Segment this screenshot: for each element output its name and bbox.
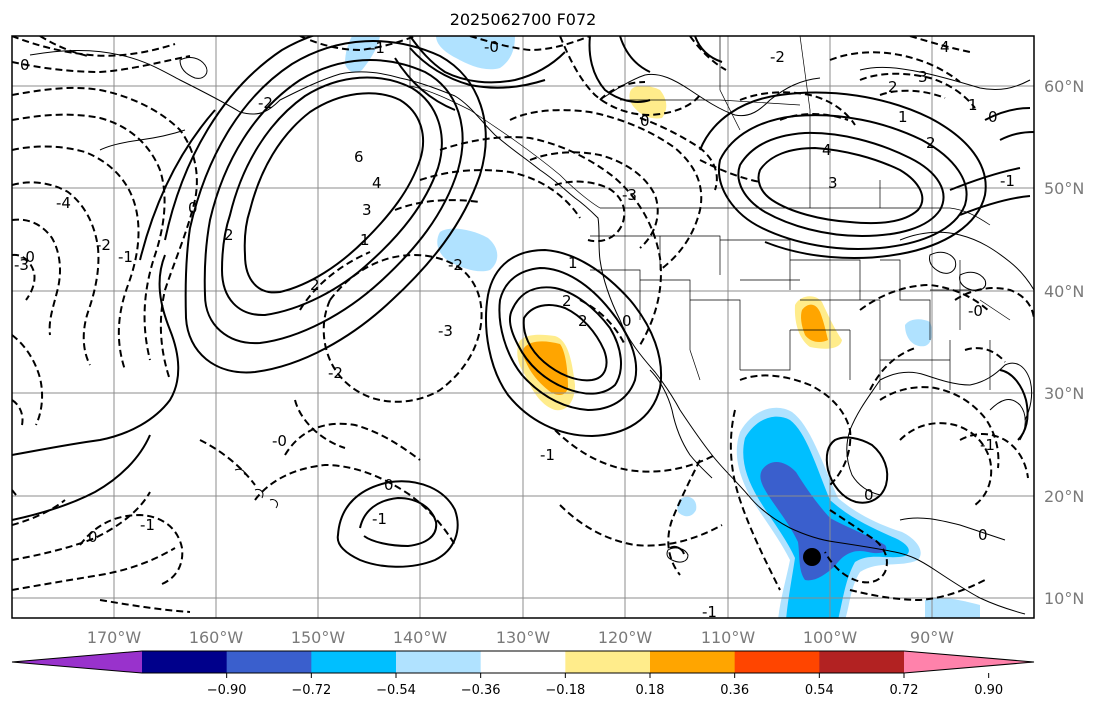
map-title: 2025062700 F072	[449, 10, 597, 29]
label-m1-ne: -1	[1000, 172, 1015, 190]
colorbar-tick-label: 0.18	[636, 683, 665, 698]
label-m0-west: -0	[20, 248, 35, 266]
label-3-gulf: 3	[362, 201, 372, 219]
colorbar-tick-label: −0.90	[207, 683, 247, 698]
colorbar-swatch	[480, 651, 566, 673]
colorbar-outline	[11, 650, 1035, 674]
colorbar-swatch	[734, 651, 820, 673]
lon-label: 170°W	[87, 628, 142, 647]
lat-label: 50°N	[1044, 179, 1084, 198]
label-0-nw: 0	[20, 56, 30, 74]
colorbar-tick-label: 0.54	[805, 683, 834, 698]
label-m1-baja: -1	[702, 603, 717, 621]
latitude-labels: 60°N 50°N 40°N 30°N 20°N 10°N	[1044, 77, 1084, 608]
colorbar-extend-low	[12, 651, 142, 673]
label-0-sw: 0	[88, 528, 98, 546]
label-1-ne: 1	[968, 96, 978, 114]
label-2-gulf: 2	[224, 226, 234, 244]
label-m1-hawaii: -1	[372, 510, 387, 528]
lon-label: 140°W	[393, 628, 448, 647]
colorbar-ticks: −0.90 −0.72 −0.54 −0.36 −0.18 0.18 0.36 0.54 0.7…	[207, 673, 1003, 698]
lon-label: 150°W	[291, 628, 346, 647]
label-m2-bc: -2	[258, 94, 273, 112]
colorbar-tick-label: 0.36	[720, 683, 749, 698]
label-0-ne: 0	[988, 108, 998, 126]
label-1-canada: 1	[898, 108, 908, 126]
label-6-gulf: 6	[354, 148, 364, 166]
negative-contours	[12, 36, 1034, 613]
label-m1-florida: -1	[980, 436, 995, 454]
label-4-gulf: 4	[372, 174, 382, 192]
label-0-gulf: 0	[188, 199, 198, 217]
lon-label: 160°W	[189, 628, 244, 647]
label-m1-south: -1	[140, 516, 155, 534]
lon-label: 110°W	[701, 628, 756, 647]
lon-label: 130°W	[496, 628, 551, 647]
label-0-gulfmex: 0	[864, 486, 874, 504]
lon-label: 120°W	[598, 628, 653, 647]
label-1-gulf: 1	[360, 231, 370, 249]
colorbar-tick-label: −0.18	[545, 683, 585, 698]
label-m1-north: -1	[370, 39, 385, 57]
label-2-low-b: 2	[578, 312, 588, 330]
colorbar-swatch	[396, 651, 482, 673]
colorbar-tick-label: −0.36	[461, 683, 501, 698]
label-0-se: 0	[978, 526, 988, 544]
label-4-canada: 4	[822, 141, 832, 159]
label-2-canada: 2	[926, 134, 936, 152]
positive-contours	[12, 36, 1034, 568]
label-m3-bc: -3	[622, 186, 637, 204]
label-m3-west: -3	[14, 256, 29, 274]
colorbar-extend-high	[904, 651, 1034, 673]
colorbar-tick-label: 0.72	[890, 683, 919, 698]
label-m0-hawaii: -0	[272, 432, 287, 450]
label-m4-west: -4	[56, 194, 71, 212]
contour-label-layer: 0 -1 -0 -2 4 3 2 1 0 -1 2 1 4 3 0 6 4 3 …	[14, 38, 1015, 621]
label-2-gulf-b: 2	[310, 276, 320, 294]
colorbar	[11, 650, 1035, 674]
label-m1-sw: -1	[540, 446, 555, 464]
colorbar-swatch	[311, 651, 397, 673]
label-2-low: 2	[562, 292, 572, 310]
label-m2-low: -2	[448, 256, 463, 274]
lat-label: 40°N	[1044, 282, 1084, 301]
colorbar-tick-label: 0.90	[974, 683, 1003, 698]
colorbar-tick-label: −0.72	[291, 683, 331, 698]
label-m3-central: -3	[438, 322, 453, 340]
colorbar-swatch	[565, 651, 651, 673]
label-m2-west: -2	[96, 236, 111, 254]
lon-label: 100°W	[803, 628, 858, 647]
label-m1-west: -1	[118, 248, 133, 266]
label-4-ne: 4	[940, 38, 950, 56]
label-m0-texas: -0	[968, 302, 983, 320]
lat-label: 10°N	[1044, 589, 1084, 608]
label-m0-north: -0	[484, 38, 499, 56]
lon-label: 90°W	[910, 628, 954, 647]
label-3-canada: 3	[828, 174, 838, 192]
label-0-hawaii: 0	[384, 476, 394, 494]
longitude-labels: 170°W 160°W 150°W 140°W 130°W 120°W 110°…	[87, 628, 954, 647]
label-3-ne: 3	[918, 68, 928, 86]
colorbar-swatch	[819, 651, 905, 673]
coastlines	[29, 50, 1034, 615]
colorbar-tick-label: −0.54	[376, 683, 416, 698]
map-frame	[11, 35, 1035, 619]
shading-layer	[345, 36, 980, 618]
label-1-bottom: 1	[568, 254, 578, 272]
label-0-low: 0	[622, 312, 632, 330]
lat-label: 30°N	[1044, 384, 1084, 403]
colorbar-swatch	[226, 651, 312, 673]
lat-label: 60°N	[1044, 77, 1084, 96]
map-area: 0 -1 -0 -2 4 3 2 1 0 -1 2 1 4 3 0 6 4 3 …	[12, 36, 1034, 621]
label-m2-north: -2	[770, 48, 785, 66]
label-m2-central: -2	[328, 364, 343, 382]
location-marker	[803, 548, 821, 566]
colorbar-swatch	[650, 651, 736, 673]
lat-label: 20°N	[1044, 487, 1084, 506]
label-0-hudson: 0	[640, 112, 650, 130]
label-2-ne: 2	[888, 78, 898, 96]
colorbar-swatch	[142, 651, 228, 673]
